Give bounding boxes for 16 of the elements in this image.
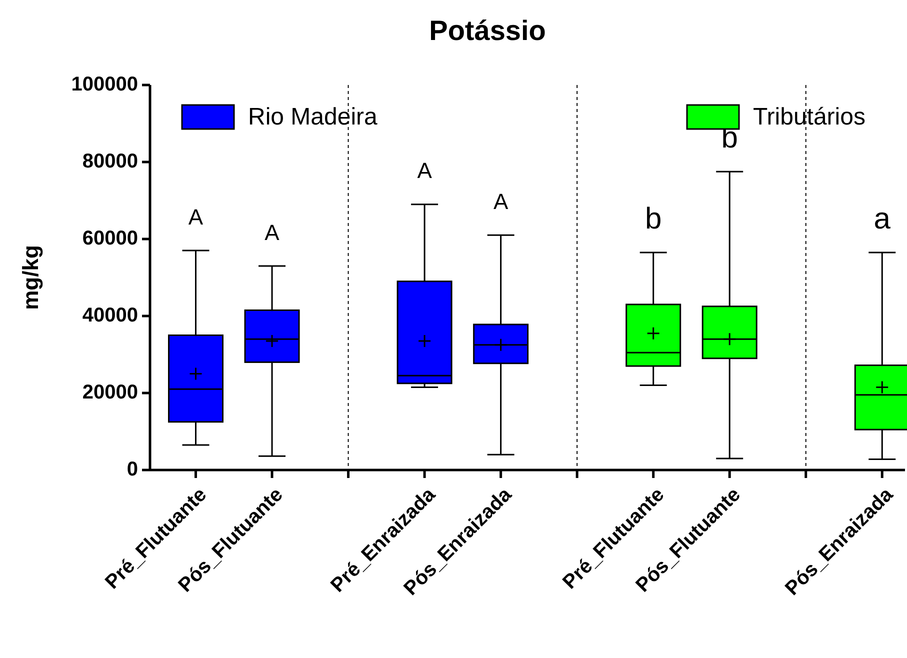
annotation: A [264,220,280,245]
legend-label: Rio Madeira [248,103,378,130]
y-tick-label: 60000 [82,227,138,250]
legend-label: Tributários [753,103,866,130]
annotation: b [644,202,662,236]
y-tick-label: 20000 [82,381,138,404]
annotation: A [188,204,204,230]
y-tick-label: 80000 [82,150,138,172]
chart-title: Potássio [429,15,546,46]
y-axis-title: mg/kg [18,245,43,310]
annotation: A [493,188,508,214]
y-tick-label: 40000 [82,304,138,326]
annotation: A [417,158,432,184]
y-tick-label: 100000 [71,73,138,96]
annotation: a [874,202,891,236]
y-tick-label: 0 [126,458,138,480]
